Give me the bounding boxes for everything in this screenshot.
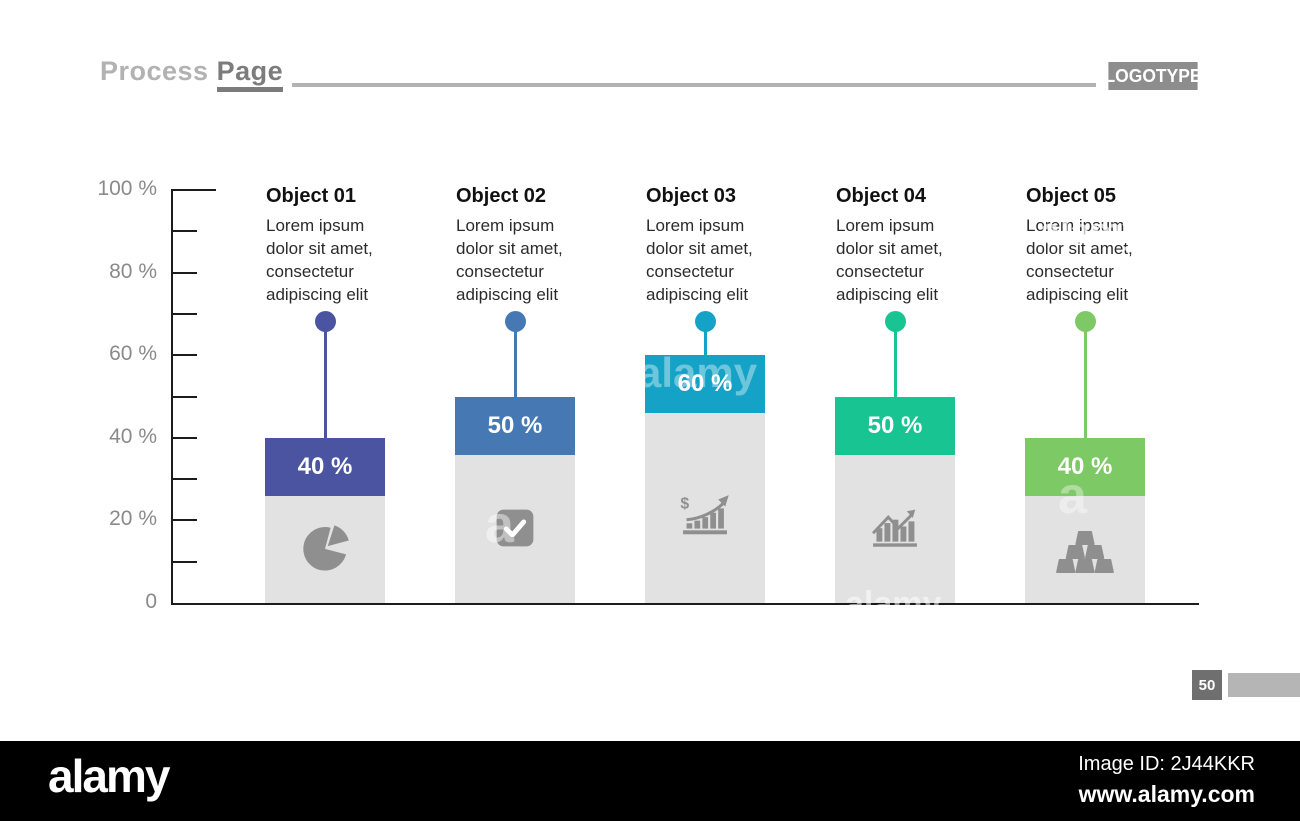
- object-description: Lorem ipsum dolor sit amet, consectetur …: [456, 216, 563, 304]
- bar-value-segment: 50 %: [455, 397, 575, 455]
- connector-dot: [1074, 311, 1096, 332]
- object-description: Lorem ipsum dolor sit amet, consectetur …: [1026, 216, 1133, 304]
- y-axis-line: [171, 190, 173, 605]
- x-axis-line: [171, 603, 1199, 605]
- object-description: Lorem ipsum dolor sit amet, consectetur …: [646, 216, 753, 304]
- image-id-text: Image ID: 2J44KKR: [1078, 753, 1255, 775]
- header-divider: [292, 83, 1096, 87]
- y-axis-tick-label: 40 %: [109, 424, 157, 448]
- object-heading: Object 04: [836, 185, 927, 207]
- y-axis-tick-label: 80 %: [109, 259, 157, 283]
- svg-text:$: $: [680, 495, 689, 512]
- bar-value-segment: 60 %: [645, 355, 765, 413]
- page-title-light: Process: [100, 56, 209, 86]
- y-axis-tick-mark: [171, 230, 197, 233]
- page-title: Process Page: [100, 56, 284, 92]
- y-axis-tick-mark: [171, 519, 197, 522]
- object-heading: Object 03: [646, 185, 737, 207]
- bar-track: [645, 413, 765, 603]
- object-description: Lorem ipsum dolor sit amet, consectetur …: [836, 216, 943, 304]
- alamy-logo: alamy: [48, 750, 170, 802]
- connector-line: [703, 331, 707, 355]
- y-axis-tick-mark: [171, 436, 197, 439]
- y-axis-tick-mark: [171, 189, 216, 191]
- slide-number-badge: 50: [1192, 670, 1222, 700]
- connector-line: [893, 331, 897, 397]
- gold-bars-icon: [1056, 531, 1114, 573]
- bar-track: [1025, 496, 1145, 603]
- check-square-icon: [494, 507, 536, 549]
- connector-dot: [504, 311, 526, 332]
- y-axis-tick-mark: [171, 354, 197, 357]
- watermark-bar: alamy Image ID: 2J44KKR www.alamy.com: [0, 741, 1300, 821]
- logotype-badge: LOGOTYPE: [1105, 62, 1202, 90]
- object-heading: Object 02: [456, 185, 547, 207]
- y-axis-tick-mark: [171, 395, 197, 398]
- connector-line: [323, 331, 327, 438]
- bar-value-segment: 40 %: [265, 438, 385, 496]
- y-axis-tick-label: 100 %: [97, 177, 157, 200]
- object-heading: Object 05: [1026, 185, 1117, 207]
- object-description: Lorem ipsum dolor sit amet, consectetur …: [266, 216, 373, 304]
- y-axis-tick-mark: [171, 271, 197, 274]
- alamy-url-text: www.alamy.com: [1078, 781, 1255, 807]
- pie-chart-icon: [296, 518, 354, 576]
- page-title-dark: Page: [216, 56, 284, 92]
- connector-line: [1083, 331, 1087, 438]
- y-axis-tick-label: 20 %: [109, 507, 157, 531]
- y-axis-tick-label: 60 %: [109, 342, 157, 366]
- connector-dot: [694, 311, 716, 332]
- bar-graph-arrow-icon: [868, 509, 922, 549]
- connector-dot: [314, 311, 336, 332]
- connector-line: [513, 331, 517, 397]
- bar-value-segment: 40 %: [1025, 438, 1145, 496]
- y-axis-tick-mark: [171, 312, 197, 315]
- y-axis-tick-mark: [171, 478, 197, 481]
- bar-value-segment: 50 %: [835, 397, 955, 455]
- slide-number-rule: [1228, 673, 1300, 697]
- connector-dot: [884, 311, 906, 332]
- y-axis-tick-mark: [171, 560, 197, 563]
- y-axis-tick-label: 0: [145, 590, 157, 613]
- object-heading: Object 01: [266, 185, 357, 207]
- money-growth-icon: $: [676, 493, 734, 536]
